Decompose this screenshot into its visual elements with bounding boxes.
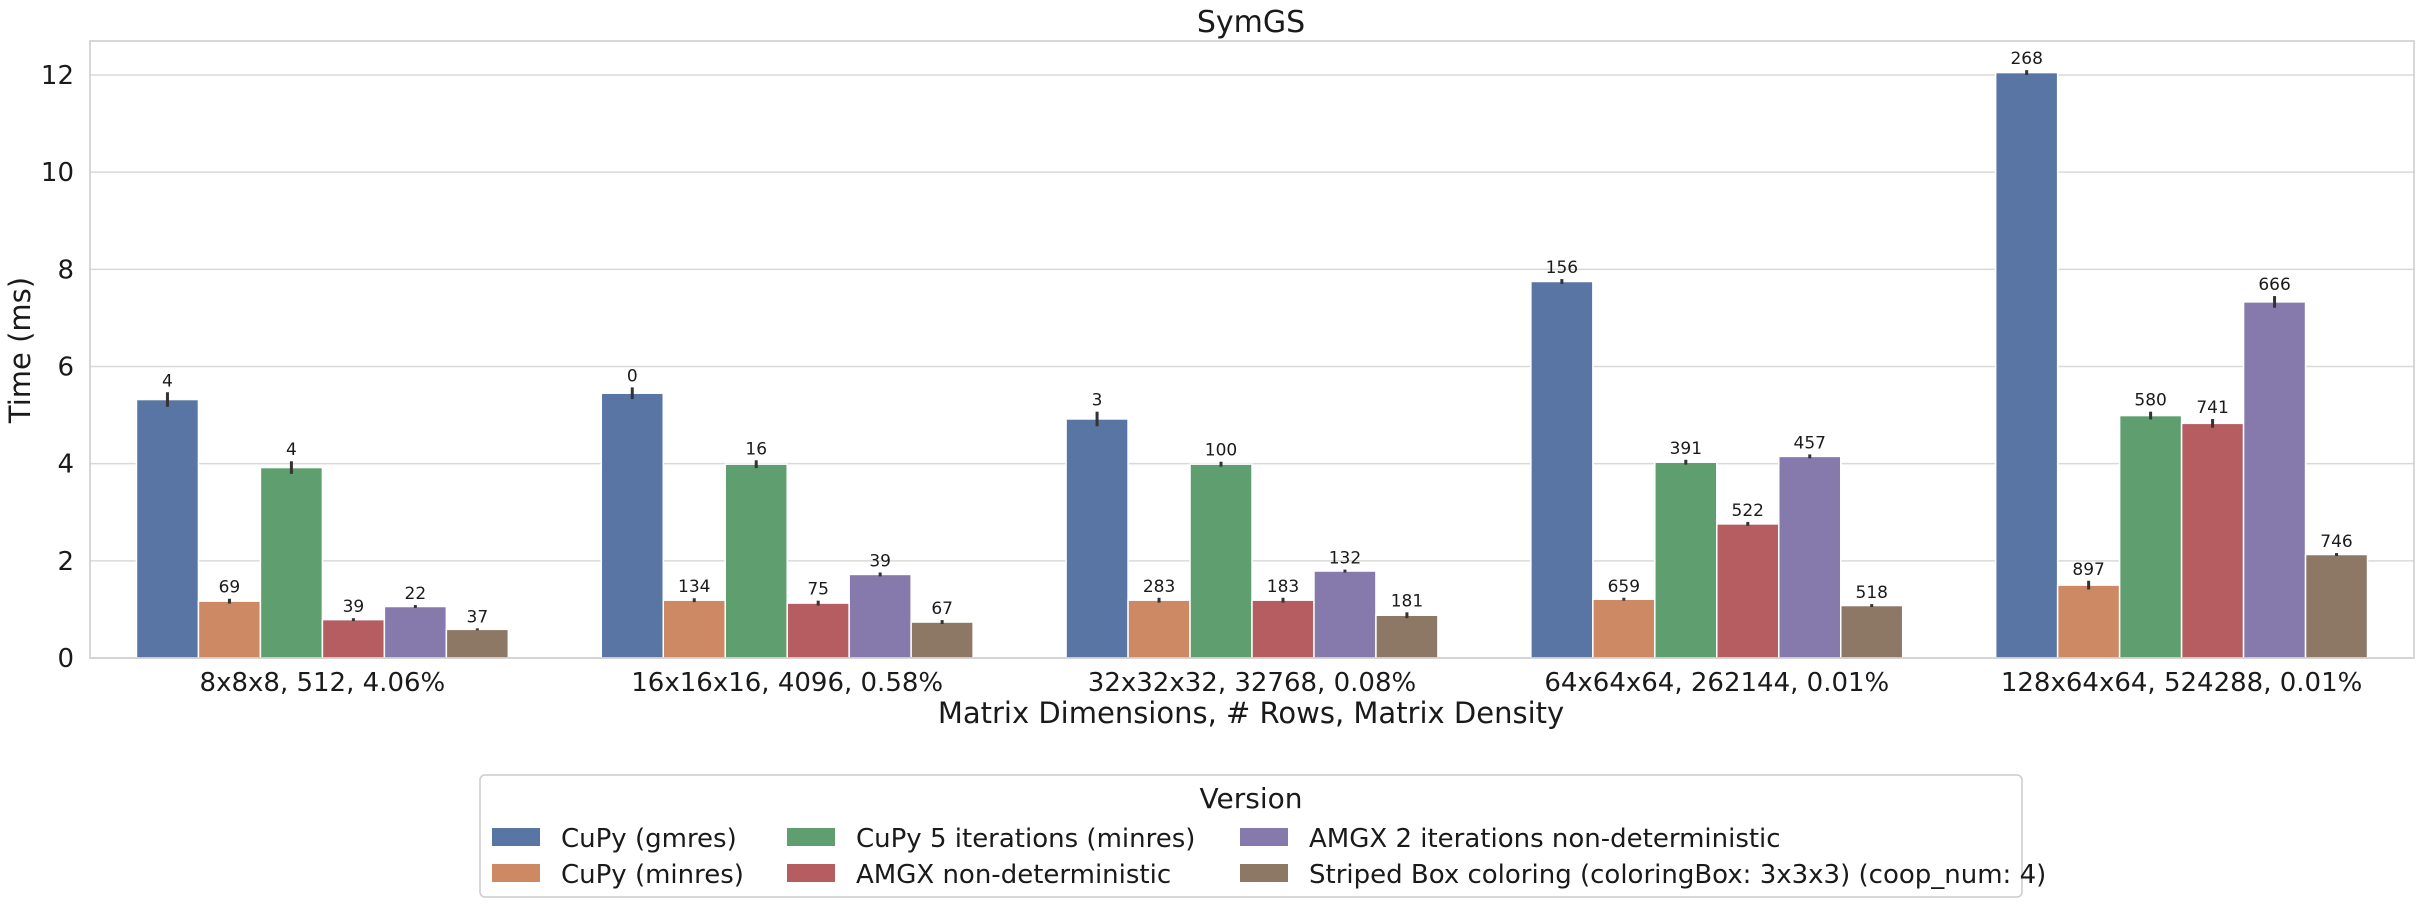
bar-value-label: 75 <box>807 580 829 600</box>
bar <box>2056 584 2121 659</box>
bar-value-label: 0 <box>627 366 638 386</box>
bar <box>1313 570 1377 659</box>
y-axis-label: Time (ms) <box>3 277 37 424</box>
bars-layer: 4 0 3 156 268 69 134 283 659 897 4 16 100 391 580 39 75 1… <box>135 49 2369 659</box>
legend-label: CuPy (gmres) <box>561 824 737 854</box>
bar-value-label: 268 <box>2010 49 2042 69</box>
bar <box>910 621 974 659</box>
bar-value-label: 16 <box>745 439 767 459</box>
bar-value-label: 156 <box>1546 258 1578 278</box>
legend-items: CuPy (gmres) CuPy (minres) CuPy 5 iteratio… <box>492 824 2046 890</box>
bar-value-label: 4 <box>162 371 173 391</box>
bar <box>1778 455 1842 659</box>
y-tick-label: 0 <box>57 644 74 674</box>
bar-value-label: 666 <box>2258 275 2290 295</box>
legend-swatch <box>1240 828 1288 846</box>
y-tick-label: 6 <box>57 353 74 383</box>
legend-swatch <box>787 828 835 846</box>
x-axis-label: Matrix Dimensions, # Rows, Matrix Densit… <box>938 696 1564 730</box>
bar <box>2118 414 2183 659</box>
legend-label: AMGX 2 iterations non-deterministic <box>1309 824 1781 854</box>
legend-label: Striped Box coloring (coloringBox: 3x3x3… <box>1309 860 2046 890</box>
legend-swatch <box>787 864 835 882</box>
x-axis-ticks: 8x8x8, 512, 4.06% 16x16x16, 4096, 0.58% 32… <box>200 668 2363 698</box>
bar-value-label: 741 <box>2196 398 2228 418</box>
bar <box>848 573 912 659</box>
bar-value-label: 659 <box>1608 577 1640 597</box>
bar <box>445 628 510 659</box>
chart-title: SymGS <box>1197 5 1305 40</box>
plot-frame <box>89 40 2415 659</box>
bar-value-label: 518 <box>1856 583 1888 603</box>
bar-value-label: 897 <box>2072 560 2104 580</box>
bar <box>1189 463 1253 659</box>
bar <box>1530 280 1594 659</box>
bar-value-label: 183 <box>1267 577 1299 597</box>
legend-label: CuPy (minres) <box>561 860 744 890</box>
bar <box>135 398 200 659</box>
bar-value-label: 746 <box>2320 532 2352 552</box>
bar <box>1839 604 1904 659</box>
bar <box>662 599 726 659</box>
bar-value-label: 283 <box>1143 577 1175 597</box>
bar-value-label: 457 <box>1794 433 1826 453</box>
bar-value-label: 100 <box>1205 441 1237 461</box>
bar <box>1065 418 1129 659</box>
bar-value-label: 3 <box>1092 391 1103 411</box>
bar <box>786 602 850 659</box>
y-tick-label: 10 <box>41 158 74 188</box>
bar <box>197 600 262 659</box>
legend-label: CuPy 5 iterations (minres) <box>856 824 1195 854</box>
bar <box>1716 523 1780 659</box>
y-tick-label: 2 <box>57 547 74 577</box>
bar-value-label: 4 <box>286 440 297 460</box>
bar-value-label: 580 <box>2134 391 2166 411</box>
bar <box>1994 71 2059 659</box>
bar <box>2242 301 2307 659</box>
y-tick-label: 8 <box>57 255 74 285</box>
bar-value-label: 37 <box>467 607 489 627</box>
bar-value-label: 132 <box>1329 549 1361 569</box>
bar <box>2304 553 2369 659</box>
y-axis-ticks: 0 2 4 6 8 10 12 <box>41 61 74 674</box>
bar-value-label: 67 <box>931 599 953 619</box>
bar <box>259 466 324 659</box>
bar-value-label: 22 <box>405 584 427 604</box>
bar <box>383 605 448 659</box>
bar <box>321 618 386 659</box>
x-tick-label: 8x8x8, 512, 4.06% <box>200 668 446 698</box>
bar <box>1375 614 1439 659</box>
legend-swatch <box>1240 864 1288 882</box>
legend-swatch <box>492 864 540 882</box>
bar <box>600 392 665 659</box>
legend-swatch <box>492 828 540 846</box>
bar <box>1251 599 1315 659</box>
bar-value-label: 39 <box>343 597 365 617</box>
bar-value-label: 134 <box>678 577 710 597</box>
y-tick-label: 4 <box>57 450 74 480</box>
y-tick-label: 12 <box>41 61 74 91</box>
legend-title: Version <box>1200 782 1303 815</box>
bar <box>1592 598 1656 659</box>
bar-value-label: 391 <box>1670 439 1702 459</box>
bar <box>1127 599 1191 659</box>
bar-value-label: 39 <box>869 551 891 571</box>
legend-label: AMGX non-deterministic <box>856 860 1171 890</box>
bar-value-label: 522 <box>1732 501 1764 521</box>
bar-value-label: 181 <box>1391 591 1423 611</box>
x-tick-label: 32x32x32, 32768, 0.08% <box>1088 668 1416 698</box>
bar <box>724 463 788 659</box>
bar <box>2180 422 2245 659</box>
x-tick-label: 16x16x16, 4096, 0.58% <box>631 668 943 698</box>
legend: Version CuPy (gmres) CuPy (minres) CuPy 5 … <box>479 774 2046 898</box>
x-tick-label: 64x64x64, 262144, 0.01% <box>1544 668 1889 698</box>
bar-value-label: 69 <box>219 578 241 598</box>
x-tick-label: 128x64x64, 524288, 0.01% <box>2001 668 2362 698</box>
bar <box>1654 461 1718 659</box>
